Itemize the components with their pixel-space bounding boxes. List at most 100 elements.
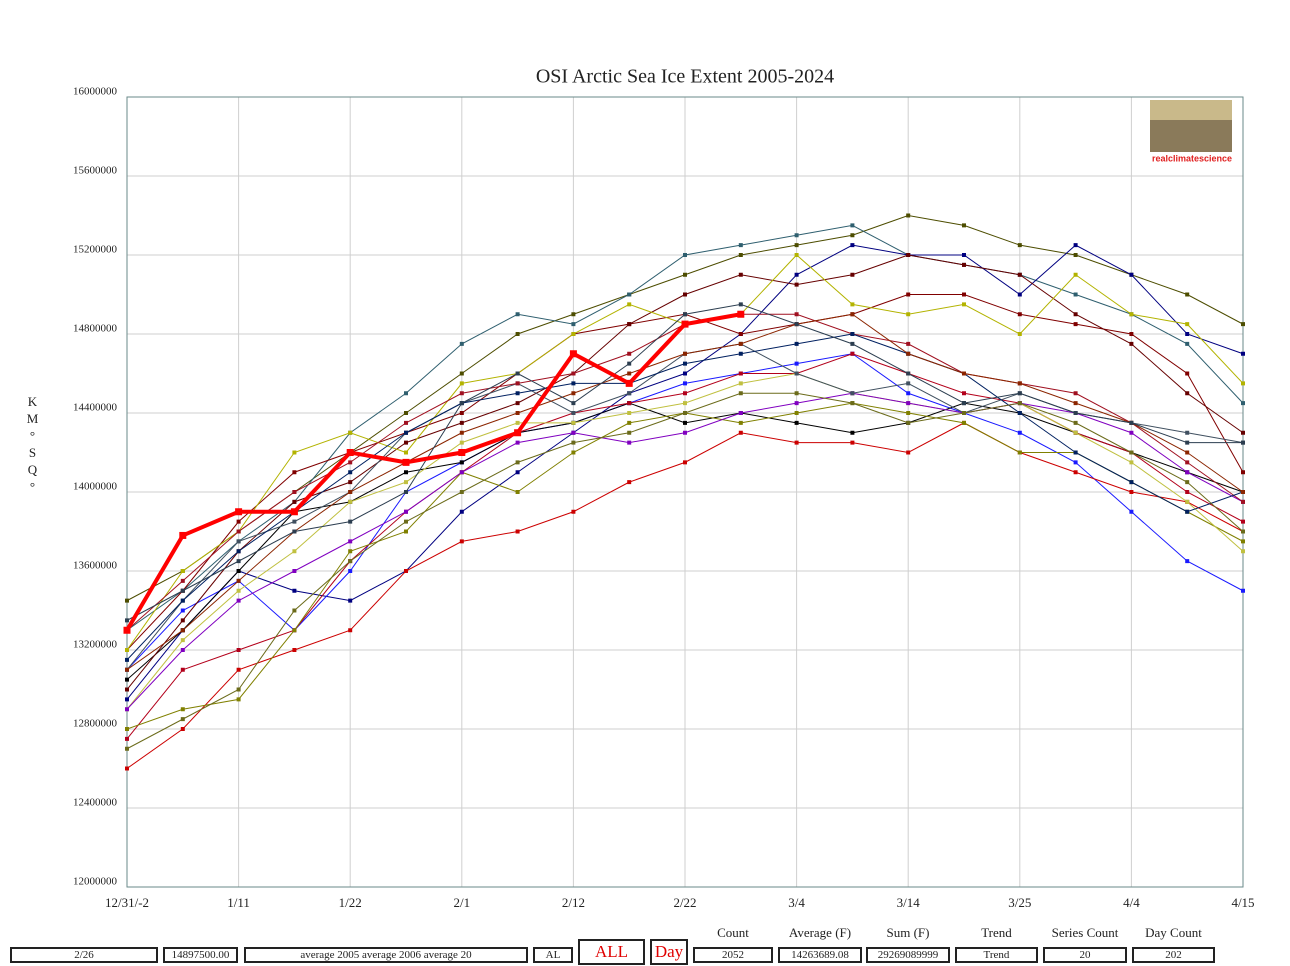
point (1185, 341, 1190, 346)
point (1241, 490, 1245, 494)
point (1129, 490, 1134, 494)
point (459, 470, 464, 475)
y-tick-label: 12400000 (73, 797, 118, 809)
point (794, 420, 799, 425)
point (737, 310, 745, 318)
point (1129, 450, 1134, 455)
point (794, 243, 799, 248)
point (1185, 391, 1190, 396)
y-tick-label: 13200000 (73, 639, 118, 651)
point (962, 420, 966, 425)
point (625, 379, 633, 387)
stat-label: Series Count (1051, 925, 1119, 940)
point (292, 490, 297, 494)
point (794, 361, 799, 366)
point (794, 253, 799, 257)
point (906, 253, 911, 257)
point (794, 440, 799, 445)
point (1073, 460, 1078, 465)
point (1129, 430, 1134, 435)
point (1017, 292, 1022, 297)
point (794, 322, 799, 327)
point (515, 411, 520, 415)
point (962, 253, 966, 257)
point (515, 332, 520, 336)
point (850, 332, 855, 336)
day-button[interactable]: Day (650, 939, 688, 965)
point (1073, 391, 1078, 396)
point (348, 598, 353, 603)
y-tick-label: 13600000 (73, 560, 118, 572)
point (180, 638, 185, 643)
value-input[interactable]: 14897500.00 (163, 947, 238, 963)
point (459, 391, 464, 396)
point (236, 697, 241, 702)
point (348, 470, 353, 475)
stat-value: 14263689.08 (778, 947, 862, 963)
point (348, 559, 353, 564)
filter-input[interactable]: AL (533, 947, 573, 963)
point (1185, 470, 1190, 475)
point (906, 371, 911, 376)
point (794, 411, 799, 415)
point (1241, 470, 1245, 475)
point (515, 312, 520, 317)
logo-sky (1150, 100, 1232, 120)
point (292, 608, 297, 613)
point (346, 449, 354, 456)
date-input[interactable]: 2/26 (10, 947, 158, 963)
point (1129, 480, 1134, 485)
point (236, 687, 241, 692)
point (571, 401, 576, 406)
point (404, 411, 408, 415)
point (125, 677, 129, 682)
point (459, 401, 464, 406)
point (1017, 272, 1022, 277)
point (738, 302, 743, 307)
point (1073, 430, 1078, 435)
point (683, 272, 687, 277)
series-input[interactable]: average 2005 average 2006 average 20 (244, 947, 528, 963)
point (123, 626, 131, 634)
point (1073, 312, 1078, 317)
point (1017, 391, 1022, 396)
point (180, 628, 185, 633)
stat-value: 202 (1132, 947, 1215, 963)
all-button[interactable]: ALL (578, 939, 645, 965)
point (906, 450, 911, 455)
point (236, 569, 241, 573)
point (404, 490, 408, 494)
point (236, 667, 241, 672)
point (906, 401, 911, 406)
point (1185, 559, 1190, 564)
point (292, 549, 297, 554)
point (627, 361, 632, 366)
stat-value: 20 (1043, 947, 1127, 963)
point (180, 598, 185, 603)
point (458, 449, 466, 456)
point (180, 707, 185, 712)
point (348, 490, 353, 494)
point (850, 223, 855, 228)
point (125, 687, 129, 692)
point (738, 272, 743, 277)
point (850, 351, 855, 356)
x-tick-label: 3/4 (788, 895, 805, 910)
point (962, 262, 966, 267)
point (627, 371, 632, 376)
point (1017, 450, 1022, 455)
point (348, 539, 353, 544)
point (571, 430, 576, 435)
point (738, 381, 743, 386)
point (125, 727, 129, 731)
point (627, 351, 632, 356)
point (1017, 381, 1022, 386)
point (180, 727, 185, 731)
series (125, 302, 1245, 623)
point (1017, 312, 1022, 317)
point (459, 509, 464, 514)
point (125, 697, 129, 702)
point (1017, 243, 1022, 248)
point (236, 648, 241, 652)
